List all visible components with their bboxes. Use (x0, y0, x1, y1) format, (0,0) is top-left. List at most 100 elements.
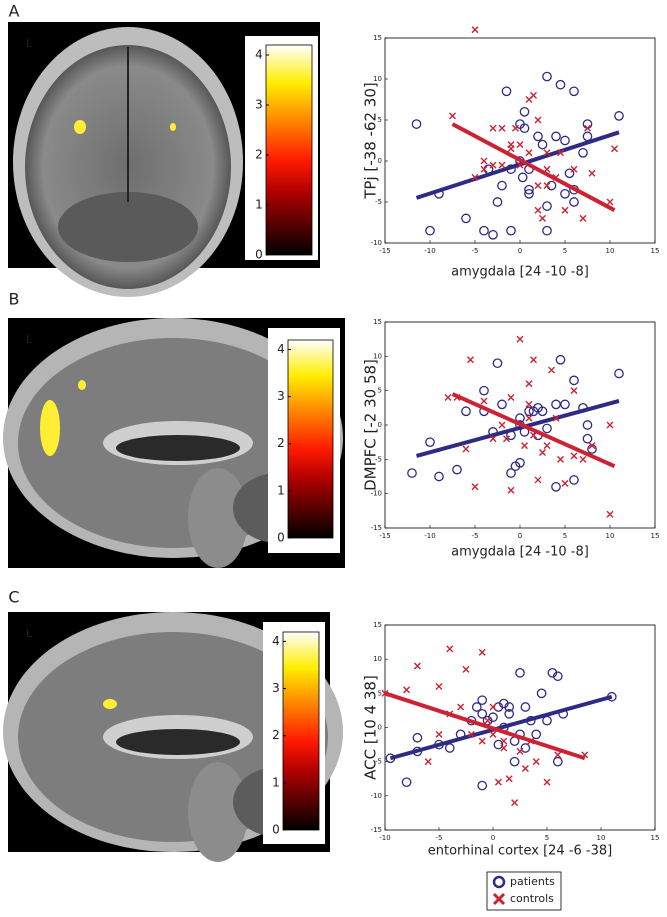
y-tick-label: 5 (378, 387, 382, 395)
control-point (489, 161, 497, 169)
control-point (525, 400, 533, 408)
control-point (507, 394, 515, 402)
patient-point (497, 399, 507, 410)
y-tick-label: 15 (373, 621, 382, 629)
patient-point (401, 777, 412, 788)
colorbar-tick-label: 0 (272, 823, 280, 837)
colorbar-tick-label: 3 (255, 98, 263, 112)
control-point (557, 149, 564, 157)
y-tick-label: -15 (371, 524, 382, 532)
activation (170, 123, 176, 131)
ventricle (116, 435, 240, 461)
side-marker: L (26, 37, 33, 50)
control-point (548, 366, 555, 374)
x-tick-label: -5 (472, 247, 479, 255)
control-point (543, 442, 551, 450)
x-tick-label: 10 (606, 247, 615, 255)
patient-point (477, 695, 488, 706)
control-point (606, 421, 614, 429)
x-tick-label: -5 (472, 532, 479, 540)
patient-point (517, 172, 528, 183)
panel-label: C (8, 588, 19, 607)
patient-point (520, 702, 531, 712)
patient-point (519, 123, 530, 134)
colorbar-tick-label: 1 (277, 483, 285, 497)
y-tick-label: 0 (378, 157, 382, 165)
control-point (588, 169, 596, 177)
control-point (403, 686, 411, 694)
x-tick-label: 5 (545, 834, 549, 842)
control-point (462, 665, 470, 673)
brainstem (188, 468, 248, 568)
x-tick-label: 0 (518, 247, 522, 255)
control-point (503, 435, 510, 443)
patient-point (493, 739, 504, 750)
control-point (489, 730, 497, 738)
control-point (570, 165, 578, 173)
y-tick-label: -10 (371, 792, 382, 800)
y-tick-label: -5 (375, 198, 382, 206)
control-point (444, 394, 452, 402)
patient-point (531, 729, 542, 740)
legend-label: patients (510, 875, 555, 888)
patient-point (551, 399, 561, 410)
control-point (512, 124, 519, 132)
legend-box (486, 871, 562, 911)
patient-point (569, 375, 579, 386)
control-point (505, 775, 513, 783)
y-tick-label: -5 (375, 455, 382, 463)
control-point (494, 778, 502, 786)
patient-point (452, 464, 462, 475)
patient-point (546, 180, 557, 191)
control-point (543, 778, 551, 786)
patient-point (542, 715, 552, 726)
control-point (489, 124, 497, 132)
colorbar-tick-label: 4 (272, 634, 280, 648)
control-point (521, 442, 528, 450)
patient-point (461, 406, 471, 417)
y-tick-label: 15 (373, 34, 382, 42)
control-point (471, 173, 479, 181)
control-point (478, 737, 486, 745)
patient-point (488, 229, 498, 240)
x-tick-label: 15 (651, 834, 660, 842)
control-point (534, 206, 542, 214)
colorbar-tick-label: 4 (277, 342, 285, 356)
patient-point (614, 368, 624, 379)
control-point (579, 214, 587, 222)
activation (74, 120, 86, 134)
control-point (534, 182, 542, 190)
control-point (530, 431, 537, 439)
patient-point (533, 131, 543, 142)
fit-line (389, 694, 613, 761)
y-tick-label: 0 (378, 724, 382, 732)
colorbar-tick-label: 0 (255, 248, 263, 262)
patient-point (582, 131, 593, 142)
control-point (480, 157, 488, 165)
patient-point (569, 197, 579, 207)
colorbar-tick-label: 3 (277, 389, 285, 403)
y-tick-label: -10 (371, 239, 382, 247)
y-tick-label: 10 (373, 655, 382, 663)
colorbar (282, 631, 320, 831)
control-point (530, 91, 537, 99)
patient-point (524, 188, 534, 199)
patient-point (488, 712, 498, 723)
patient-point (520, 743, 531, 753)
patient-point (547, 667, 558, 678)
fit-line (415, 399, 620, 458)
x-tick-label: 15 (651, 532, 660, 540)
control-point (532, 758, 540, 766)
y-tick-label: 5 (378, 116, 382, 124)
control-point (530, 356, 537, 364)
patient-point (536, 688, 547, 699)
x-tick-label: -15 (379, 247, 390, 255)
patient-point (569, 86, 579, 97)
control-point (561, 479, 569, 487)
x-tick-label: 5 (563, 532, 567, 540)
patient-point (524, 406, 534, 417)
legend-label: controls (510, 892, 554, 905)
colorbar-tick-label: 2 (255, 148, 263, 162)
patient-point (560, 399, 570, 410)
